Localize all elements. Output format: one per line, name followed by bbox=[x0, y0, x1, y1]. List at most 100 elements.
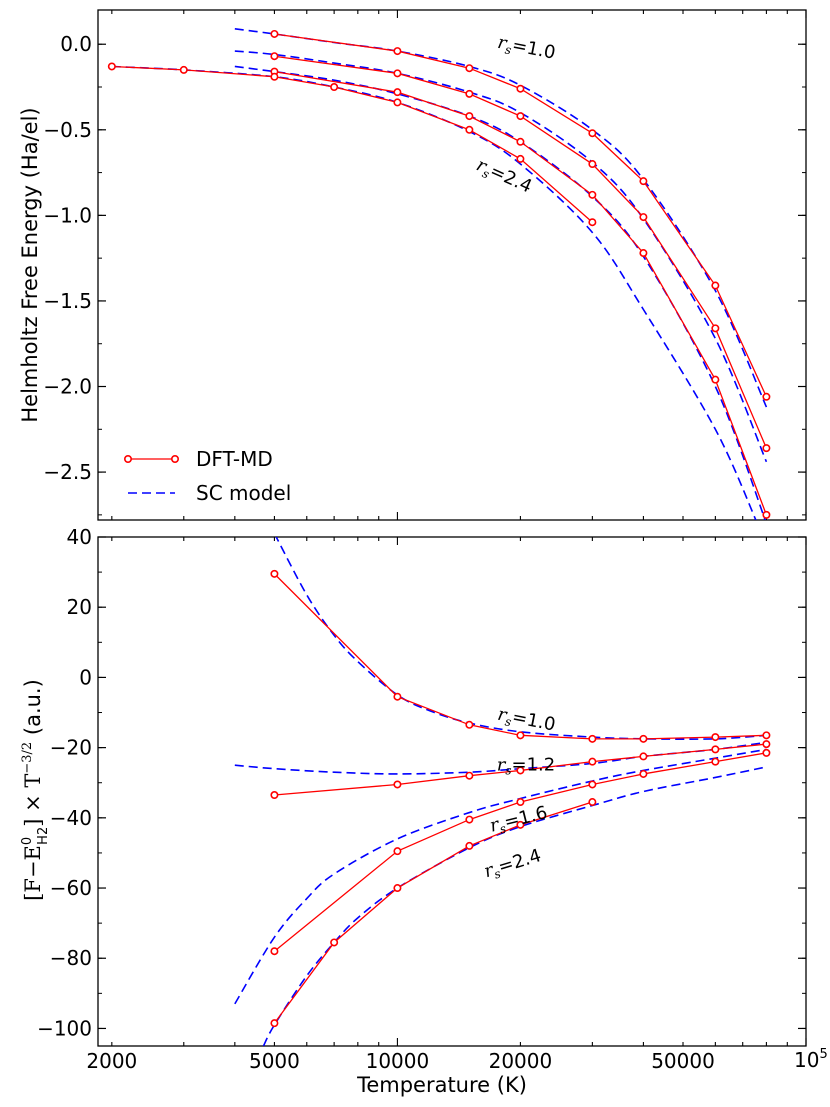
top-plot-frame bbox=[97, 9, 807, 521]
bottom-y-tick-label: 40 bbox=[67, 525, 92, 549]
top-dft-point-rs=1.0 bbox=[711, 281, 720, 290]
legend-dft-label: DFT-MD bbox=[196, 447, 273, 471]
bottom-y-tick-label: 0 bbox=[79, 665, 92, 689]
legend-sc-label: SC model bbox=[196, 481, 291, 505]
bottom-dft-line-rs=2.4 bbox=[273, 801, 593, 1024]
x-tick-label-1e5: 105 bbox=[794, 1047, 828, 1072]
top-dft-point-rs=1.0 bbox=[762, 392, 771, 401]
bottom-dft-line-rs=1.0 bbox=[273, 573, 767, 740]
bottom-dft-point-rs=1.6 bbox=[762, 748, 771, 757]
top-y-tick-label: −2.5 bbox=[43, 460, 92, 484]
legend: DFT-MD SC model bbox=[124, 447, 291, 505]
bottom-annotation: rs=1.2 bbox=[497, 754, 556, 777]
bottom-y-tick-label: −20 bbox=[50, 736, 92, 760]
x-tick-label: 20000 bbox=[489, 1049, 553, 1073]
top-annotation: rs=1.0 bbox=[495, 32, 557, 66]
bottom-annotation: rs=1.6 bbox=[488, 802, 550, 838]
x-tick-label: 2000 bbox=[86, 1049, 137, 1073]
top-dft-point-rs=1.0 bbox=[465, 64, 474, 73]
bottom-dft-point-rs=1.2 bbox=[711, 745, 720, 754]
top-dft-point-rs=1.6 bbox=[711, 375, 720, 384]
top-dft-point-rs=1.6 bbox=[465, 112, 474, 121]
bottom-dft-point-rs=1.2 bbox=[588, 757, 597, 766]
bottom-dft-point-rs=1.0 bbox=[639, 734, 648, 743]
x-axis-title: Temperature (K) bbox=[356, 1073, 527, 1097]
top-dft-point-rs=1.0 bbox=[516, 84, 525, 93]
top-dft-point-rs=1.0 bbox=[270, 29, 279, 38]
top-dft-point-rs=2.4 bbox=[516, 154, 525, 163]
bottom-y-tick-label: −60 bbox=[50, 876, 92, 900]
bottom-dft-point-rs=1.6 bbox=[465, 815, 474, 824]
bottom-axes: 40 20 0 −20 −40 −60 −80 −100 2000 5000 10000 20000 5… bbox=[37, 525, 807, 1073]
top-dft-point-rs=2.4 bbox=[393, 98, 402, 107]
bottom-y-tick-label: −100 bbox=[37, 1016, 92, 1040]
bottom-dft-point-rs=2.4 bbox=[270, 1019, 279, 1028]
bottom-dft-line-rs=1.6 bbox=[274, 752, 767, 952]
bottom-dft-point-rs=1.6 bbox=[516, 798, 525, 807]
bottom-dft-point-rs=1.0 bbox=[516, 731, 525, 740]
top-y-tick-label: −2.0 bbox=[43, 375, 92, 399]
bottom-dft-point-rs=1.2 bbox=[639, 752, 648, 761]
top-dft-point-rs=1.6 bbox=[393, 88, 402, 97]
bottom-sc-curve-rs=1.2 bbox=[234, 741, 767, 775]
top-dft-line-rs=1.6 bbox=[274, 70, 768, 516]
top-dft-point-rs=1.6 bbox=[639, 249, 648, 258]
top-dft-point-rs=1.0 bbox=[639, 177, 648, 186]
bottom-dft-point-rs=1.0 bbox=[711, 733, 720, 742]
top-dft-point-rs=2.4 bbox=[270, 72, 279, 81]
top-sc-curve-rs=1.2 bbox=[234, 50, 768, 463]
bottom-dft-point-rs=1.6 bbox=[588, 780, 597, 789]
bottom-dft-point-rs=1.0 bbox=[762, 731, 771, 740]
bottom-annotation: rs=2.4 bbox=[482, 845, 545, 884]
top-y-tick-label: 0.0 bbox=[60, 32, 92, 56]
x-tick-label: 5000 bbox=[249, 1049, 300, 1073]
top-dft-point-rs=1.2 bbox=[270, 52, 279, 61]
bottom-dft-point-rs=1.2 bbox=[393, 780, 402, 789]
bottom-dft-point-rs=1.0 bbox=[393, 692, 402, 701]
top-dft-line-rs=1.2 bbox=[274, 55, 768, 449]
legend-dft-marker-right bbox=[171, 454, 180, 463]
bottom-dft-point-rs=1.2 bbox=[465, 771, 474, 780]
bottom-dft-point-rs=2.4 bbox=[465, 841, 474, 850]
top-sc-curve-rs=1.0 bbox=[234, 28, 768, 408]
top-y-tick-label: −0.5 bbox=[43, 118, 92, 142]
bottom-dft-point-rs=2.4 bbox=[588, 798, 597, 807]
top-dft-point-rs=1.0 bbox=[393, 47, 402, 56]
bottom-dft-point-rs=1.2 bbox=[270, 791, 279, 800]
bottom-dft-point-rs=1.6 bbox=[393, 847, 402, 856]
top-dft-point-rs=1.6 bbox=[588, 190, 597, 199]
legend-dft-marker-left bbox=[124, 454, 133, 463]
bottom-dft-point-rs=1.2 bbox=[762, 740, 771, 749]
x-tick-label: 10000 bbox=[366, 1049, 430, 1073]
top-dft-line-rs=2.4 bbox=[111, 65, 593, 223]
top-axes: 0.0 −0.5 −1.0 −1.5 −2.0 −2.5 rs=1.0 rs=2.4 bbox=[43, 10, 807, 520]
top-y-tick-label: −1.5 bbox=[43, 289, 92, 313]
bottom-plot-frame bbox=[97, 536, 807, 1047]
bottom-dft-point-rs=1.6 bbox=[639, 769, 648, 778]
bottom-y-tick-label: 20 bbox=[67, 595, 92, 619]
top-dft-point-rs=1.2 bbox=[588, 160, 597, 169]
bottom-dft-point-rs=2.4 bbox=[393, 884, 402, 893]
top-sc-curve-rs=1.6 bbox=[234, 65, 767, 520]
top-y-tick-label: −1.0 bbox=[43, 203, 92, 227]
top-dft-point-rs=1.6 bbox=[762, 510, 771, 519]
top-dft-point-rs=2.4 bbox=[588, 218, 597, 227]
top-dft-point-rs=1.2 bbox=[711, 324, 720, 333]
bottom-dft-point-rs=1.6 bbox=[711, 757, 720, 766]
top-dft-point-rs=1.2 bbox=[516, 112, 525, 121]
top-dft-point-rs=1.2 bbox=[393, 69, 402, 78]
bottom-dft-point-rs=1.2 bbox=[516, 766, 525, 775]
top-dft-point-rs=2.4 bbox=[179, 65, 188, 74]
bottom-dft-line-rs=1.2 bbox=[274, 743, 767, 796]
top-dft-point-rs=1.2 bbox=[465, 89, 474, 98]
bottom-dft-point-rs=1.0 bbox=[588, 734, 597, 743]
top-dft-point-rs=1.0 bbox=[588, 129, 597, 138]
bottom-y-tick-label: −40 bbox=[50, 806, 92, 830]
top-dft-point-rs=2.4 bbox=[107, 62, 116, 71]
top-dft-point-rs=1.2 bbox=[639, 213, 648, 222]
bottom-y-axis-title: [F−E0H2] × T−3/2 (a.u.) bbox=[20, 679, 51, 901]
bottom-y-tick-label: −80 bbox=[50, 946, 92, 970]
bottom-dft-point-rs=1.6 bbox=[270, 947, 279, 956]
bottom-dft-point-rs=2.4 bbox=[516, 820, 525, 829]
